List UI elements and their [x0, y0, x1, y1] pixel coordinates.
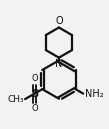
Text: O: O [31, 74, 38, 83]
Text: NH₂: NH₂ [85, 89, 104, 99]
Text: CH₃: CH₃ [8, 95, 24, 104]
Text: O: O [31, 104, 38, 113]
Text: S: S [31, 89, 38, 99]
Text: N: N [55, 59, 63, 69]
Text: O: O [55, 16, 63, 26]
